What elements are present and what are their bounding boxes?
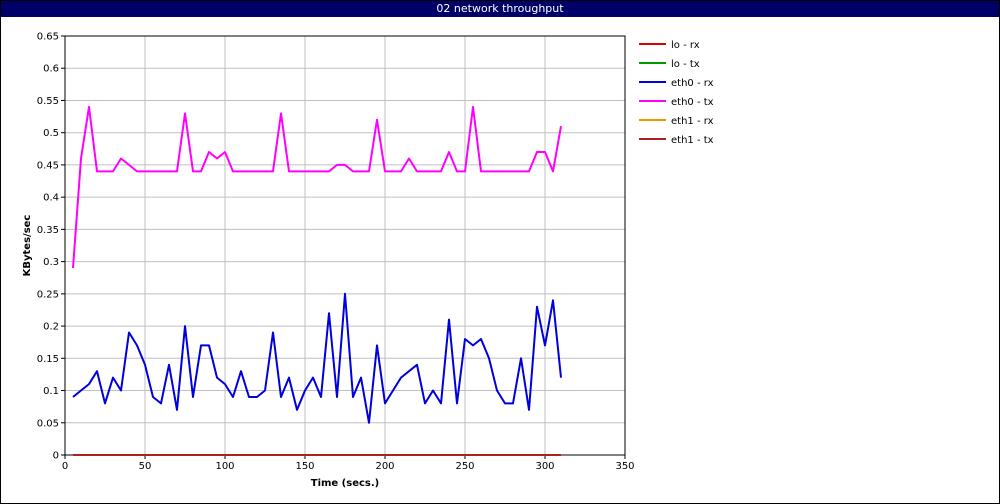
x-tick-label: 200 [375, 461, 394, 472]
x-tick-label: 250 [455, 461, 474, 472]
y-tick-label: 0.65 [37, 32, 59, 43]
legend-label: lo - tx [671, 59, 700, 70]
grid-lines [64, 35, 626, 456]
x-axis-label: Time (secs.) [311, 478, 380, 489]
y-tick-label: 0.4 [43, 193, 59, 204]
legend-label: eth0 - rx [671, 78, 714, 89]
y-tick-label: 0.55 [37, 96, 59, 107]
legend-label: eth1 - tx [671, 135, 714, 146]
y-tick-label: 0.2 [43, 322, 59, 333]
y-tick-label: 0.45 [37, 160, 59, 171]
legend-label: lo - rx [671, 40, 700, 51]
y-tick-label: 0.05 [37, 418, 59, 429]
y-tick-label: 0.5 [43, 128, 59, 139]
series-lines [72, 105, 562, 456]
x-tick-label: 0 [62, 461, 68, 472]
series-line-eth0-tx [72, 105, 562, 269]
series-line-eth0-rx [72, 292, 562, 424]
y-tick-label: 0.6 [43, 64, 59, 75]
y-tick-label: 0 [53, 451, 59, 462]
y-tick-label: 0.1 [43, 386, 59, 397]
y-tick-label: 0.15 [37, 354, 59, 365]
y-tick-label: 0.35 [37, 225, 59, 236]
chart-title-bar: 02 network throughput [1, 1, 999, 17]
x-tick-label: 300 [535, 461, 554, 472]
x-tick-label: 150 [295, 461, 314, 472]
legend-label: eth0 - tx [671, 97, 714, 108]
x-tick-labels: 0 50 100 150 200 250 300 350 [62, 455, 635, 472]
x-tick-label: 350 [615, 461, 634, 472]
y-axis-label: KBytes/sec [22, 215, 33, 277]
x-tick-label: 100 [215, 461, 234, 472]
y-tick-label: 0.25 [37, 289, 59, 300]
y-tick-label: 0.3 [43, 257, 59, 268]
legend-label: eth1 - rx [671, 116, 714, 127]
x-tick-label: 50 [139, 461, 152, 472]
plot-area [64, 35, 626, 456]
y-tick-labels: 0 0.05 0.1 0.15 0.2 0.25 0.3 0.35 0.4 0.45 0.5 0.55… [37, 32, 65, 462]
legend: lo - rx lo - tx eth0 - rx eth0 - tx eth1 - r… [639, 40, 714, 146]
